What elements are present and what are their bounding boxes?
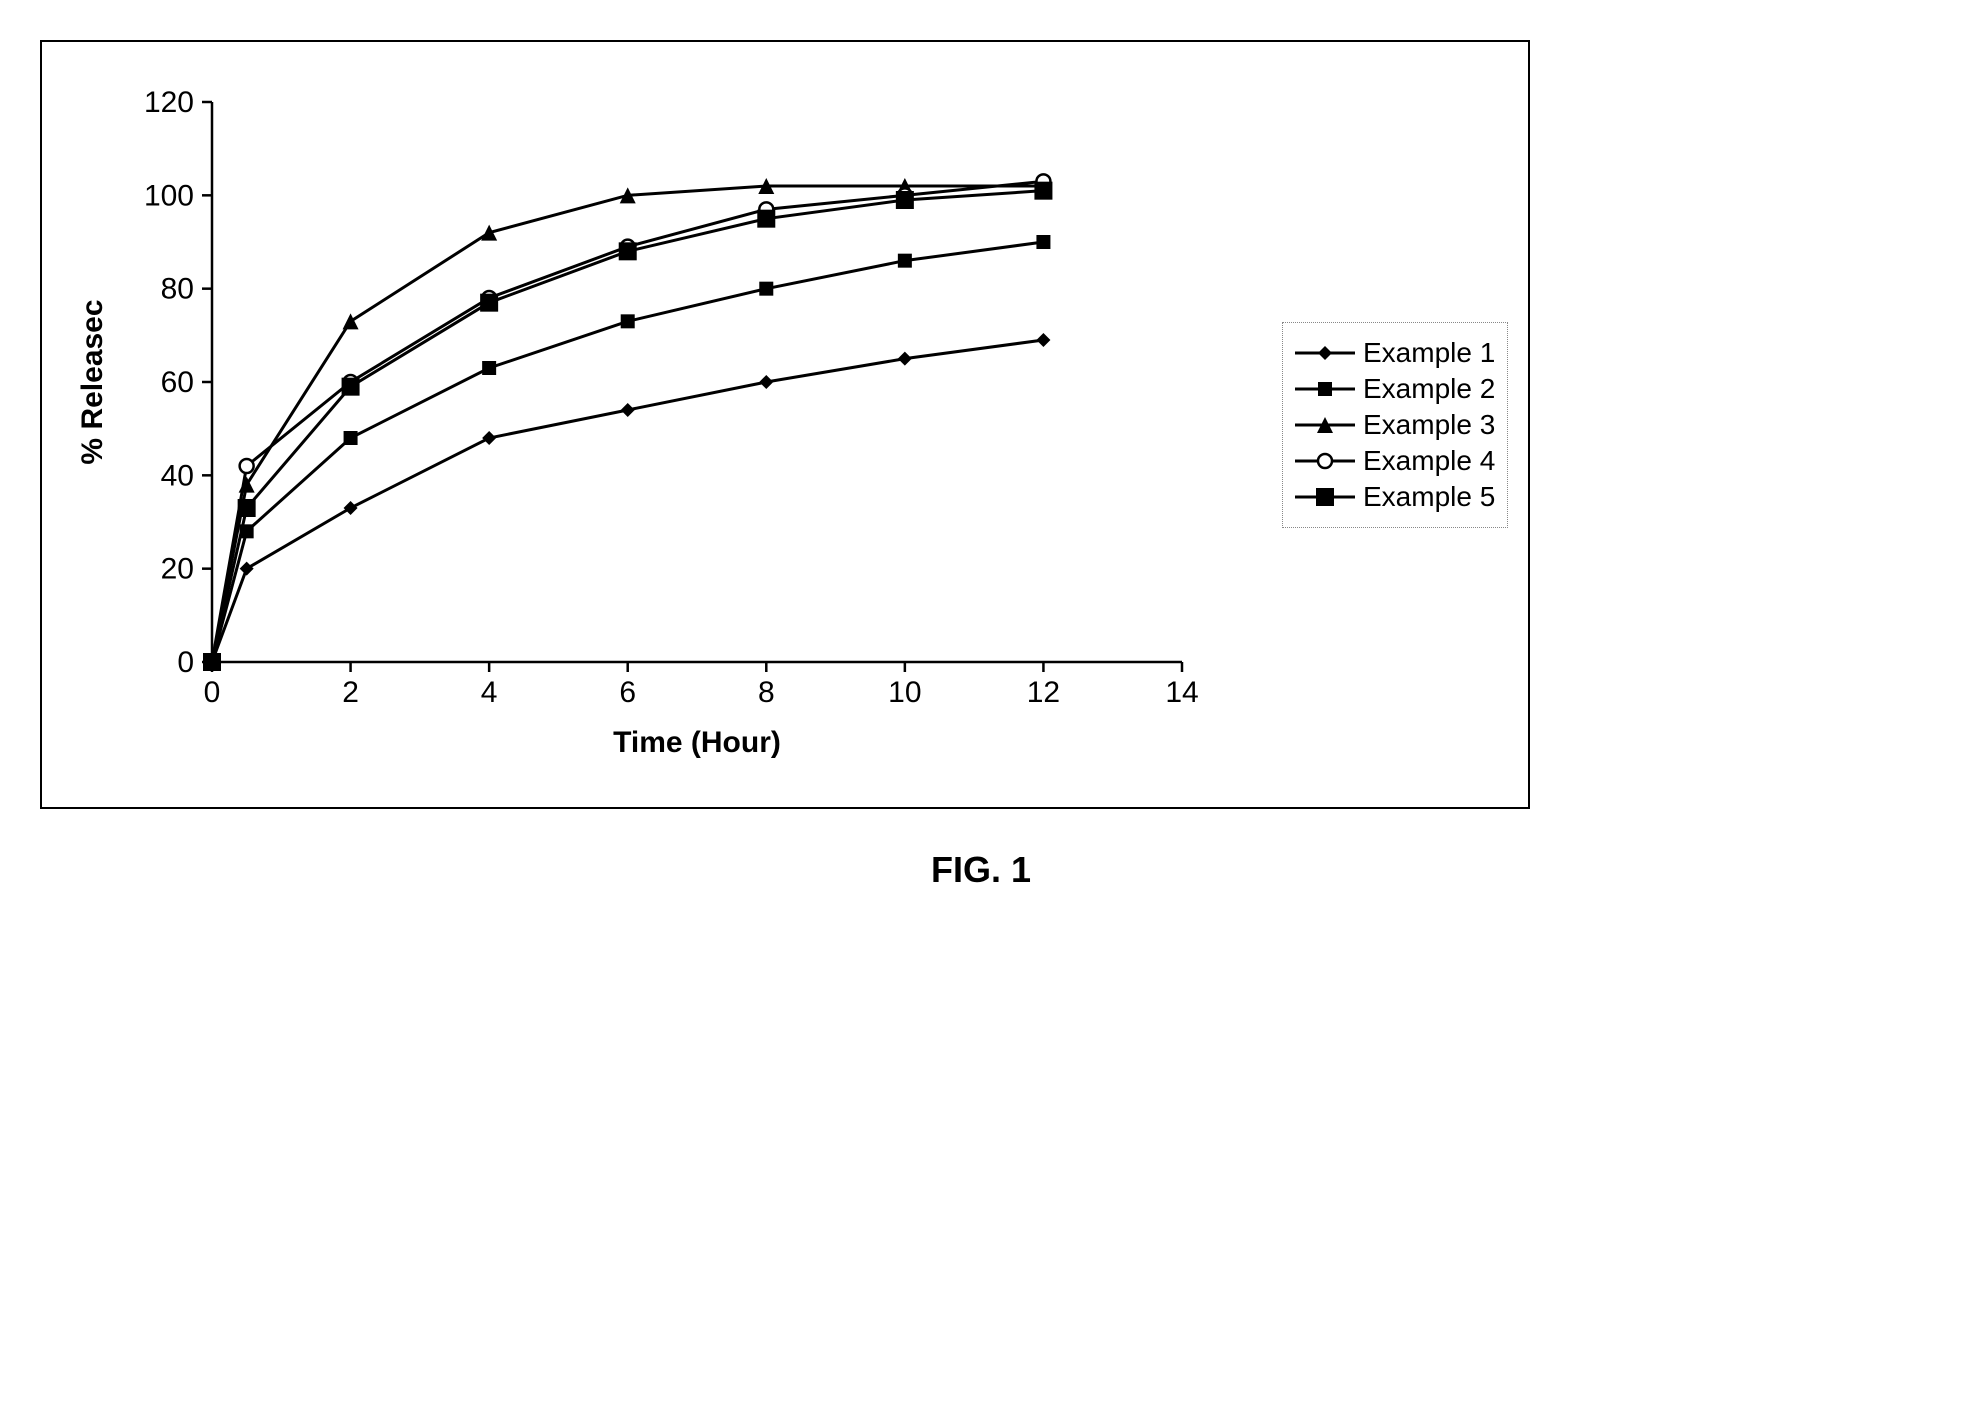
- chart-svg: 0 20 40 60 80 100 120 0 2 4 6 8 10 12 14 Time (Hour) % R…: [62, 62, 1262, 782]
- svg-text:20: 20: [161, 553, 194, 586]
- legend-label: Example 2: [1363, 373, 1495, 405]
- figure-caption: FIG. 1: [40, 849, 1922, 891]
- svg-text:12: 12: [1027, 676, 1060, 709]
- legend: Example 1 Example 2 Example 3 Example 4 Exam…: [1282, 322, 1508, 528]
- svg-text:Time (Hour): Time (Hour): [613, 726, 781, 759]
- svg-text:0: 0: [204, 676, 221, 709]
- svg-text:14: 14: [1165, 676, 1198, 709]
- legend-label: Example 3: [1363, 409, 1495, 441]
- svg-text:2: 2: [342, 676, 359, 709]
- svg-text:10: 10: [888, 676, 921, 709]
- svg-text:6: 6: [619, 676, 636, 709]
- svg-text:% Releasec: % Releasec: [76, 299, 109, 464]
- figure-container: 0 20 40 60 80 100 120 0 2 4 6 8 10 12 14 Time (Hour) % R…: [40, 40, 1530, 809]
- chart: 0 20 40 60 80 100 120 0 2 4 6 8 10 12 14 Time (Hour) % R…: [62, 62, 1262, 787]
- circle-open-icon: [1295, 451, 1355, 471]
- svg-text:8: 8: [758, 676, 775, 709]
- svg-text:120: 120: [144, 86, 194, 119]
- legend-label: Example 1: [1363, 337, 1495, 369]
- legend-label: Example 4: [1363, 445, 1495, 477]
- legend-item: Example 5: [1295, 481, 1495, 513]
- diamond-icon: [1295, 343, 1355, 363]
- svg-text:40: 40: [161, 459, 194, 492]
- legend-item: Example 1: [1295, 337, 1495, 369]
- legend-label: Example 5: [1363, 481, 1495, 513]
- square-icon: [1295, 379, 1355, 399]
- svg-text:100: 100: [144, 179, 194, 212]
- svg-text:4: 4: [481, 676, 498, 709]
- legend-item: Example 4: [1295, 445, 1495, 477]
- svg-text:0: 0: [177, 646, 194, 679]
- triangle-icon: [1295, 415, 1355, 435]
- legend-item: Example 2: [1295, 373, 1495, 405]
- square-big-icon: [1295, 487, 1355, 507]
- svg-text:60: 60: [161, 366, 194, 399]
- svg-text:80: 80: [161, 273, 194, 306]
- legend-item: Example 3: [1295, 409, 1495, 441]
